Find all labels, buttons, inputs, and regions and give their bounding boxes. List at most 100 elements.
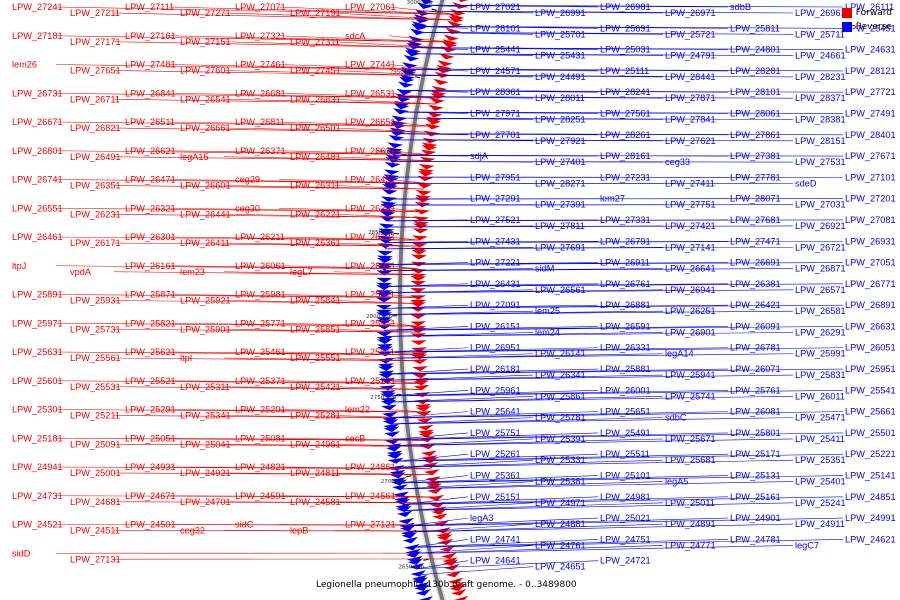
- forward-gene-feature: [447, 577, 464, 585]
- reverse-gene-label: LPW_25651: [600, 407, 651, 417]
- forward-gene-feature: [449, 584, 466, 592]
- forward-gene-label: LPW_25621: [125, 347, 176, 357]
- reverse-gene-feature: [383, 424, 400, 430]
- reverse-gene-label: LPW_26251: [665, 306, 716, 316]
- gene-leader-line: [333, 300, 419, 304]
- gene-leader-line: [223, 41, 449, 49]
- reverse-gene-label: LPW_26071: [730, 364, 781, 374]
- forward-gene-feature: [410, 280, 427, 286]
- reverse-gene-label: LPW_27021: [470, 2, 521, 12]
- forward-gene-label: LPW_26831: [290, 94, 341, 104]
- forward-gene-feature: [442, 39, 458, 46]
- forward-gene-feature: [426, 483, 443, 490]
- reverse-gene-feature: [379, 385, 396, 391]
- reverse-gene-feature: [380, 201, 397, 207]
- forward-gene-feature: [437, 60, 453, 67]
- forward-gene-label: LPW_24941: [12, 462, 63, 472]
- forward-gene-label: LPW_26541: [180, 94, 231, 104]
- reverse-gene-feature: [394, 498, 411, 505]
- reverse-gene-label: LPW_27101: [845, 172, 896, 182]
- tick-label: 2950 kbp: [390, 69, 416, 75]
- forward-gene-label: secB: [345, 433, 365, 443]
- reverse-gene-label: LPW_27091: [470, 300, 521, 310]
- reverse-gene-feature: [405, 47, 421, 55]
- forward-gene-label: sidC: [235, 520, 254, 530]
- forward-gene-label: LPW_26171: [70, 238, 121, 248]
- gene-leader-line: [395, 453, 469, 462]
- reverse-gene-feature: [412, 577, 428, 584]
- gene-leader-line: [278, 35, 450, 43]
- reverse-gene-label: sdjA: [470, 151, 489, 161]
- backbone-outer-ring: [396, 0, 440, 600]
- forward-gene-label: LPW_26161: [125, 261, 176, 271]
- gene-leader-line: [333, 271, 419, 276]
- forward-gene-feature: [418, 163, 435, 170]
- reverse-gene-label: LPW_26911: [600, 258, 650, 268]
- gene-leader-line: [113, 12, 456, 21]
- reverse-gene-feature: [408, 35, 424, 43]
- reverse-gene-feature: [404, 50, 421, 57]
- gene-leader-line: [390, 411, 469, 419]
- forward-gene-feature: [410, 314, 427, 319]
- reverse-gene-feature: [379, 392, 396, 399]
- forward-gene-label: LPW_26601: [180, 181, 231, 191]
- gene-leader-line: [393, 438, 794, 446]
- reverse-gene-label: LPW_27701: [470, 130, 521, 140]
- gene-leader-line: [168, 294, 419, 298]
- gene-leader-line: [412, 539, 469, 548]
- reverse-gene-feature: [388, 465, 405, 472]
- forward-gene-label: LPW_25731: [70, 324, 121, 334]
- reverse-gene-label: LPW_25781: [535, 413, 586, 423]
- gene-leader-line: [278, 121, 433, 127]
- reverse-gene-feature: [376, 304, 393, 310]
- reverse-gene-feature: [418, 595, 434, 600]
- reverse-gene-feature: [382, 184, 399, 190]
- reverse-gene-label: LPW_28251: [535, 114, 586, 124]
- forward-gene-label: LPW_27121: [345, 520, 396, 530]
- gene-leader-line: [384, 310, 794, 315]
- forward-gene-label: LPW_25911: [345, 290, 395, 300]
- gene-leader-line: [412, 539, 599, 548]
- gene-leader-line: [223, 386, 422, 390]
- reverse-gene-label: LPW_26181: [470, 364, 521, 374]
- gene-leader-line: [417, 560, 599, 569]
- reverse-gene-label: LPW_25711: [795, 29, 845, 39]
- forward-gene-label: LPW_25201: [235, 405, 286, 415]
- forward-gene-label: lepB: [290, 526, 308, 536]
- reverse-gene-label: LPW_27051: [845, 258, 896, 268]
- reverse-gene-feature: [404, 544, 420, 551]
- forward-gene-label: LPW_27191: [290, 8, 341, 18]
- forward-gene-feature: [421, 142, 438, 149]
- gene-leader-line: [400, 481, 534, 490]
- reverse-gene-feature: [378, 377, 395, 384]
- reverse-gene-feature: [376, 282, 393, 288]
- reverse-gene-feature: [400, 529, 417, 537]
- reverse-gene-feature: [393, 491, 409, 498]
- forward-gene-label: LPW_26671: [12, 117, 63, 127]
- reverse-gene-label: LPW_26101: [470, 23, 521, 33]
- gene-leader-line: [395, 453, 599, 462]
- forward-gene-label: LPW_26711: [70, 94, 120, 104]
- forward-gene-feature: [419, 156, 436, 163]
- forward-gene-label: legL7: [290, 267, 312, 277]
- forward-gene-label: LPW_27241: [12, 2, 63, 12]
- tick-label: 2750 kbp: [370, 395, 396, 401]
- gene-leader-line: [417, 560, 469, 569]
- gene-leader-line: [400, 111, 844, 114]
- forward-gene-feature: [411, 242, 428, 248]
- reverse-gene-label: LPW_26561: [535, 285, 586, 295]
- reverse-gene-label: LPW_27431: [470, 236, 521, 246]
- forward-gene-feature: [458, 0, 469, 2]
- forward-gene-label: ceg32: [180, 526, 205, 536]
- gene-leader-line: [403, 496, 844, 505]
- reverse-gene-feature: [401, 532, 418, 539]
- forward-gene-feature: [449, 582, 465, 589]
- reverse-gene-feature: [376, 343, 393, 350]
- gene-leader-line: [413, 545, 534, 554]
- gene-leader-line: [223, 242, 420, 247]
- reverse-gene-label: lem25: [535, 306, 560, 316]
- reverse-gene-label: LPW_25881: [600, 364, 651, 374]
- forward-gene-label: LPW_25291: [125, 405, 176, 415]
- gene-leader-line: [278, 351, 420, 356]
